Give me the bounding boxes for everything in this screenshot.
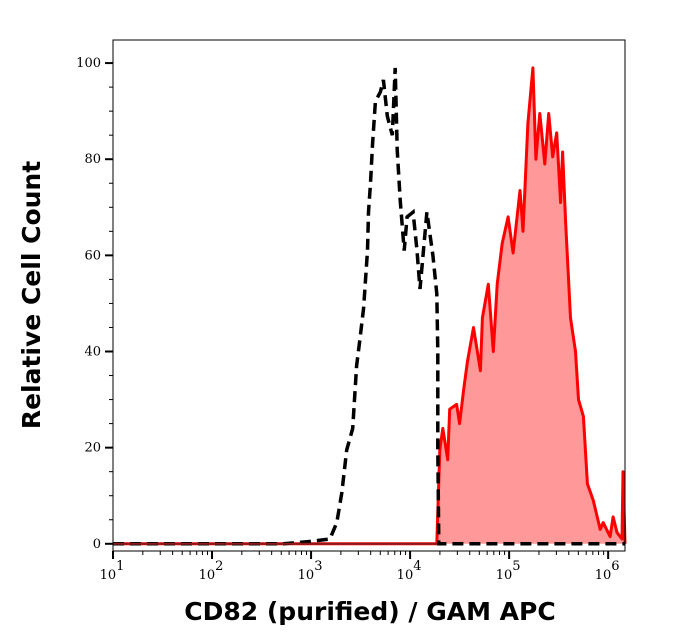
x-tick-base: 10: [397, 568, 414, 583]
y-tick-label: 40: [84, 345, 101, 360]
x-tick-base: 10: [199, 568, 216, 583]
x-tick-exponent: 3: [314, 559, 322, 574]
series-fill: [113, 67, 625, 544]
series-line-dashed: [113, 67, 625, 546]
x-tick-label: 103: [298, 559, 323, 583]
x-tick-exponent: 6: [611, 559, 619, 574]
y-tick-label: 80: [84, 152, 101, 167]
x-tick-label: 101: [100, 559, 125, 583]
x-tick-exponent: 5: [512, 559, 520, 574]
y-tick-label: 0: [93, 537, 101, 552]
y-axis: 0 20 40 60 80 100: [76, 56, 113, 552]
x-tick-exponent: 2: [215, 559, 223, 574]
series-line-red: [113, 66, 627, 546]
y-tick-label: 20: [84, 441, 101, 456]
x-tick-base: 10: [298, 568, 315, 583]
x-tick-exponent: 1: [116, 559, 124, 574]
plot-frame: [112, 39, 626, 552]
y-tick-label: 100: [76, 56, 101, 71]
x-tick-label: 102: [199, 559, 224, 583]
x-tick-base: 10: [496, 568, 513, 583]
x-tick-label: 105: [496, 559, 521, 583]
x-tick-label: 106: [595, 559, 620, 583]
plot-marks: [113, 66, 627, 546]
y-tick-label: 60: [84, 248, 101, 263]
y-axis-title: Relative Cell Count: [17, 161, 46, 429]
x-tick-exponent: 4: [413, 559, 421, 574]
x-tick-label: 104: [397, 559, 422, 583]
x-tick-base: 10: [595, 568, 612, 583]
x-axis-title: CD82 (purified) / GAM APC: [184, 597, 555, 626]
x-tick-base: 10: [100, 568, 117, 583]
